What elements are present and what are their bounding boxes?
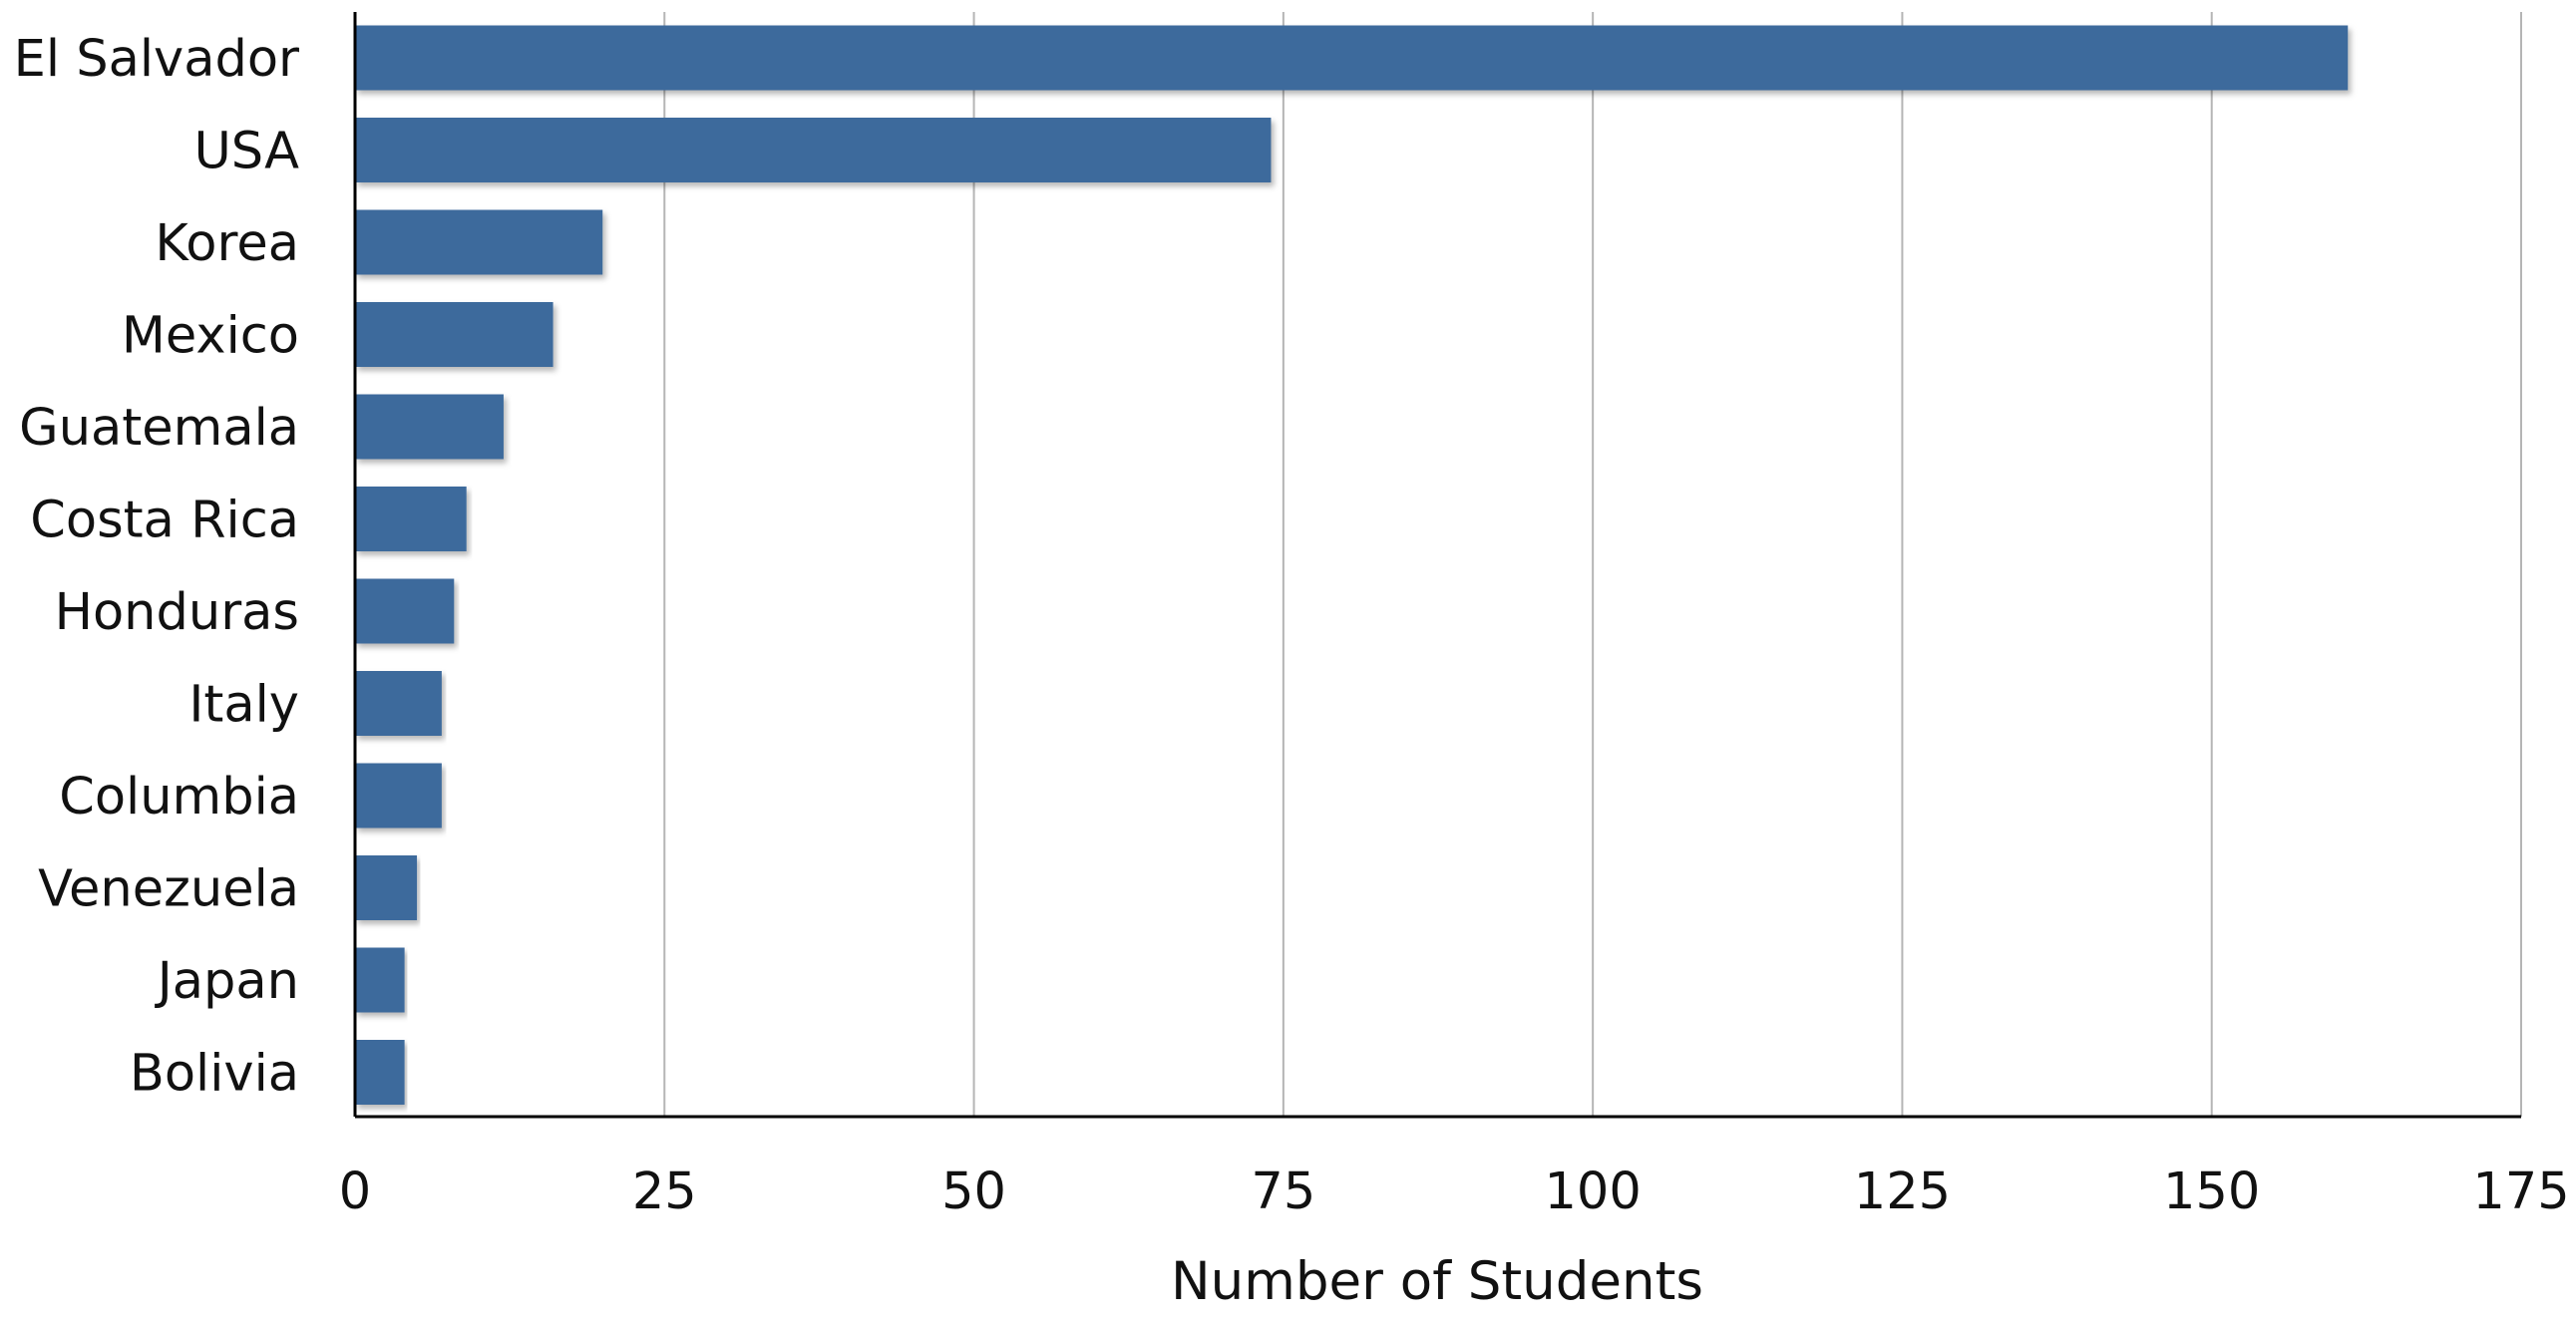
category-label: USA [193, 123, 299, 181]
x-tick-label: 125 [1854, 1162, 1951, 1221]
x-tick-label: 100 [1544, 1162, 1641, 1221]
category-label: Bolivia [130, 1045, 299, 1104]
category-label: Korea [155, 214, 299, 273]
bar [355, 1040, 405, 1105]
category-label: Japan [155, 952, 299, 1011]
bar [355, 578, 455, 644]
category-label: Guatemala [19, 399, 299, 458]
x-tick-label: 50 [941, 1162, 1006, 1221]
bar [355, 118, 1272, 182]
bar [355, 763, 442, 829]
x-tick-label: 175 [2472, 1162, 2569, 1221]
category-label: El Salvador [14, 30, 299, 89]
category-label: Costa Rica [30, 492, 299, 550]
x-tick-label: 0 [339, 1162, 371, 1221]
x-tick-label: 25 [632, 1162, 697, 1221]
bar [355, 947, 405, 1013]
bar [355, 25, 2349, 91]
bar [355, 394, 504, 460]
category-label: Columbia [59, 768, 299, 827]
category-labels: El Salvador USA Korea Mexico Guatemala Costa … [14, 30, 299, 1104]
bars [355, 25, 2349, 1105]
x-tick-label: 150 [2163, 1162, 2260, 1221]
category-label: Venezuela [38, 860, 299, 919]
bar [355, 209, 603, 275]
category-label: Honduras [55, 583, 299, 642]
x-axis-title: Number of Students [1171, 1251, 1703, 1312]
grid-lines [663, 12, 2522, 1117]
category-label: Mexico [122, 307, 299, 366]
bar [355, 855, 418, 920]
bar [355, 671, 442, 736]
bar [355, 487, 467, 551]
category-label: Italy [188, 676, 299, 735]
x-tick-label: 75 [1251, 1162, 1315, 1221]
axes [353, 12, 2521, 1119]
x-tick-labels: 0 25 50 75 100 125 150 175 [339, 1162, 2570, 1221]
bar [355, 302, 553, 367]
